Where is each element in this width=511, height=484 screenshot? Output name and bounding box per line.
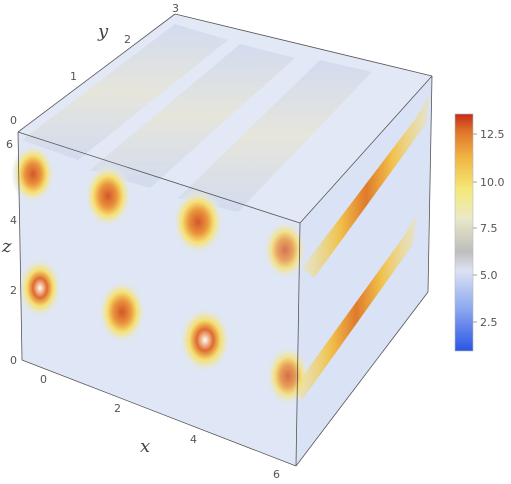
x-axis-label: x bbox=[140, 436, 150, 457]
colorbar: 12.5 10.0 7.5 5.0 2.5 bbox=[454, 113, 505, 352]
tube-section bbox=[263, 220, 307, 280]
z-axis: 0 2 4 6 z bbox=[1, 138, 17, 367]
z-tick-label: 2 bbox=[10, 284, 17, 297]
top-tubes bbox=[22, 24, 372, 212]
tube-section bbox=[84, 164, 132, 228]
tube-section bbox=[98, 280, 146, 344]
x-tick-label: 6 bbox=[273, 468, 280, 481]
z-tick-label: 4 bbox=[10, 214, 17, 227]
front-face bbox=[18, 132, 300, 466]
colorbar-frame bbox=[454, 113, 474, 352]
y-tick-label: 1 bbox=[70, 70, 77, 83]
tube-section bbox=[172, 189, 224, 255]
tube-section bbox=[11, 144, 55, 204]
colorbar-tick-label: 10.0 bbox=[480, 176, 505, 189]
right-stripe-lower bbox=[294, 212, 418, 400]
x-tick-label: 2 bbox=[114, 402, 121, 415]
y-tick-label: 2 bbox=[124, 33, 131, 46]
y-axis-label: y bbox=[97, 21, 109, 42]
top-tube bbox=[90, 44, 295, 188]
tube-cross-sections bbox=[11, 144, 310, 406]
right-face-stripes bbox=[294, 94, 430, 400]
right-stripe-upper bbox=[302, 94, 430, 278]
right-face bbox=[296, 76, 432, 466]
y-tick-label: 0 bbox=[10, 114, 17, 127]
colorbar-tick-label: 5.0 bbox=[480, 269, 498, 282]
colorbar-gradient bbox=[455, 114, 473, 351]
z-tick-label: 0 bbox=[10, 354, 17, 367]
x-tick-label: 4 bbox=[190, 433, 197, 446]
top-tube bbox=[22, 24, 228, 160]
colorbar-tick-label: 7.5 bbox=[480, 222, 498, 235]
y-axis: 0 1 2 3 y bbox=[10, 2, 179, 127]
colorbar-tick-label: 12.5 bbox=[480, 128, 505, 141]
y-tick-label: 3 bbox=[172, 2, 179, 15]
z-tick-label: 6 bbox=[6, 138, 13, 151]
x-tick-label: 0 bbox=[40, 373, 47, 386]
tube-section bbox=[18, 258, 62, 318]
top-tube bbox=[178, 60, 372, 212]
z-axis-label: z bbox=[1, 236, 12, 257]
colorbar-tick-label: 2.5 bbox=[480, 316, 498, 329]
tube-section bbox=[179, 307, 231, 373]
x-axis: 0 2 4 6 x bbox=[40, 373, 280, 481]
cube-edges bbox=[17, 13, 433, 467]
